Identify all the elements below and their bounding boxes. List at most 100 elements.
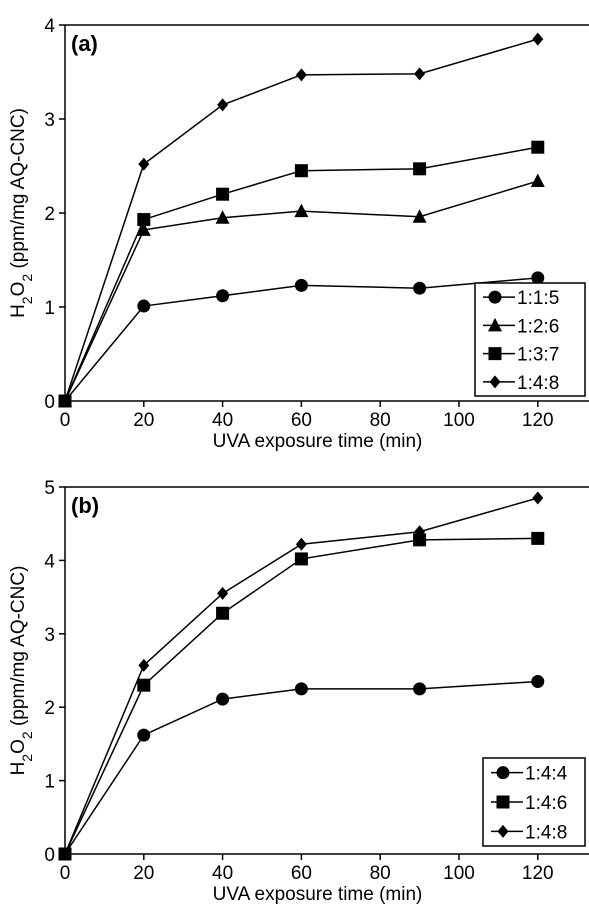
data-point: [413, 281, 427, 295]
series-line: [64, 180, 538, 402]
data-point: [216, 606, 230, 620]
data-point: [413, 533, 427, 547]
series-line: [64, 680, 538, 855]
data-point: [59, 847, 71, 861]
y-axis-title-part: O: [8, 739, 29, 754]
y-axis-title-subscript: 2: [19, 731, 35, 739]
y-tick-label: 0: [44, 845, 55, 866]
x-tick-label: 60: [291, 863, 312, 884]
legend-entry: 1:4:4: [491, 764, 568, 785]
data-point: [59, 394, 71, 408]
legend-marker: [488, 290, 502, 304]
data-point: [136, 222, 151, 236]
data-point: [294, 203, 309, 218]
legend-label: 1:2:6: [517, 316, 559, 337]
legend-label: 1:1:5: [517, 288, 559, 309]
legend-entry: 1:3:7: [483, 345, 559, 366]
y-tick-label: 3: [44, 110, 55, 131]
x-tick-label: 100: [443, 863, 475, 884]
panel-b: 0 1 2 3 4 5 0 20 40 60 80 100 120 UVA exposure time (…: [8, 478, 589, 905]
x-axis-title: UVA exposure time (min): [213, 431, 423, 452]
legend-marker: [496, 795, 510, 809]
series-1:4:8: [59, 32, 544, 408]
y-axis-title-part: (ppm/mg AQ-CNC): [8, 108, 29, 274]
x-tick-label: 20: [133, 863, 154, 884]
data-point: [138, 157, 150, 171]
data-point: [532, 32, 544, 46]
y-axis-title-subscript: 2: [19, 274, 35, 282]
x-tick-label: 80: [370, 410, 391, 431]
legend-entry: 1:2:6: [483, 316, 559, 337]
legend-marker: [497, 824, 509, 838]
data-point: [294, 682, 308, 696]
data-point: [215, 210, 230, 224]
legend-marker: [488, 317, 502, 332]
legend-label: 1:4:4: [525, 764, 568, 785]
panel-label: (a): [71, 31, 98, 56]
y-axis-title: H2O2 (ppm/mg AQ-CNC): [8, 566, 35, 776]
x-tick-label: 80: [370, 863, 391, 884]
legend-label: 1:4:6: [525, 793, 567, 814]
data-point: [295, 537, 307, 551]
series-1:4:6: [58, 531, 545, 861]
x-tick-label: 100: [443, 410, 475, 431]
y-tick-label: 2: [44, 204, 55, 225]
y-axis-title-subscript: 2: [19, 296, 35, 304]
data-point: [138, 658, 150, 672]
legend-label: 1:4:8: [525, 822, 567, 843]
legend-entry: 1:4:8: [491, 822, 567, 843]
data-point: [531, 271, 545, 285]
y-tick-label: 2: [44, 698, 55, 719]
legend-entry: 1:1:5: [483, 288, 559, 309]
y-tick-label: 4: [44, 16, 55, 37]
y-axis-title: H2O2 (ppm/mg AQ-CNC): [8, 108, 35, 318]
series-1:1:5: [58, 271, 545, 408]
series-line: [64, 537, 538, 855]
x-tick-label: 120: [522, 863, 554, 884]
data-point: [294, 164, 308, 178]
data-point: [531, 531, 545, 545]
x-tick-label: 60: [291, 410, 312, 431]
data-point: [532, 491, 544, 505]
series-line: [64, 497, 538, 855]
x-tick-label: 0: [60, 410, 71, 431]
data-point: [217, 586, 229, 600]
x-tick-label: 40: [212, 410, 233, 431]
legend-label: 1:3:7: [517, 345, 559, 366]
data-point: [413, 162, 427, 176]
data-point: [413, 682, 427, 696]
y-tick-label: 1: [44, 772, 55, 793]
legend-marker: [488, 347, 502, 361]
data-point: [295, 68, 307, 82]
x-tick-label: 0: [60, 863, 71, 884]
data-point: [137, 728, 151, 742]
y-axis-title-part: H: [8, 304, 29, 318]
legend-marker: [496, 766, 510, 780]
series-1:4:4: [58, 675, 545, 861]
y-tick-label: 1: [44, 298, 55, 319]
legend-entry: 1:4:8: [483, 373, 559, 394]
data-point: [414, 525, 426, 539]
y-tick-label: 3: [44, 625, 55, 646]
legend-entry: 1:4:6: [491, 793, 567, 814]
data-point: [294, 552, 308, 566]
data-point: [531, 140, 545, 154]
data-point: [216, 187, 230, 201]
series-1:4:8: [59, 491, 544, 861]
data-point: [216, 692, 230, 706]
data-point: [137, 213, 151, 227]
data-point: [216, 289, 230, 303]
series-line: [64, 146, 538, 402]
series-line: [64, 277, 538, 402]
data-point: [531, 675, 545, 689]
data-point: [414, 67, 426, 81]
series-1:3:7: [58, 140, 545, 408]
panel-label: (b): [71, 493, 99, 518]
data-point: [412, 209, 427, 223]
legend: 1:4:4 1:4:6 1:4:8: [482, 757, 586, 847]
data-point: [530, 173, 545, 188]
x-tick-label: 40: [212, 863, 233, 884]
y-axis-title-subscript: 2: [19, 754, 35, 762]
